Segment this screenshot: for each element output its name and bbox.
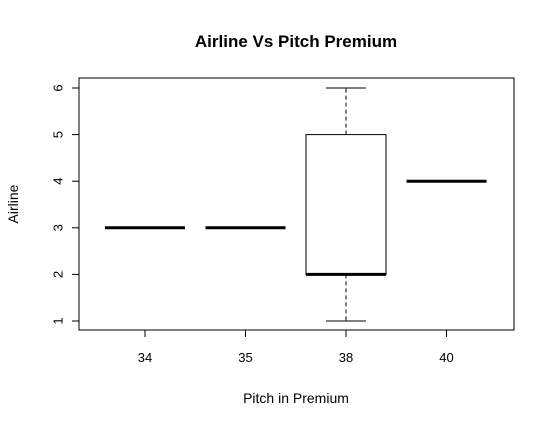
x-axis-label: Pitch in Premium	[243, 390, 349, 406]
x-tick-label: 40	[439, 350, 453, 365]
box-body	[305, 134, 387, 275]
chart-title: Airline Vs Pitch Premium	[195, 32, 397, 51]
y-tick-label: 3	[50, 224, 65, 231]
plot-frame	[78, 77, 515, 331]
y-tick-label: 6	[50, 84, 65, 91]
x-tick-label: 38	[339, 350, 353, 365]
x-tick-label: 35	[238, 350, 252, 365]
y-tick-label: 2	[50, 271, 65, 278]
y-tick-label: 1	[50, 317, 65, 324]
x-tick-label: 34	[138, 350, 152, 365]
y-axis: 1 2 3 4 5 6	[50, 84, 80, 325]
y-tick-label: 4	[50, 178, 65, 185]
x-axis: 34 35 38 40	[138, 329, 454, 365]
y-tick-label: 5	[50, 131, 65, 138]
boxes-layer	[105, 87, 487, 322]
y-axis-label: Airline	[5, 184, 21, 223]
box-38	[305, 87, 387, 322]
